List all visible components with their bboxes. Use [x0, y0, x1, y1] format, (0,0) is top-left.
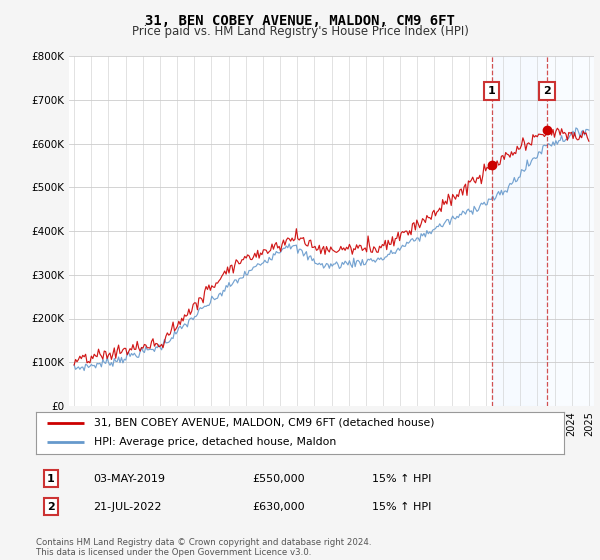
Bar — [491, 56, 547, 406]
Text: Contains HM Land Registry data © Crown copyright and database right 2024.
This d: Contains HM Land Registry data © Crown c… — [36, 538, 371, 557]
Text: 15% ↑ HPI: 15% ↑ HPI — [372, 474, 431, 484]
Text: 31, BEN COBEY AVENUE, MALDON, CM9 6FT: 31, BEN COBEY AVENUE, MALDON, CM9 6FT — [145, 14, 455, 28]
Text: 21-JUL-2022: 21-JUL-2022 — [93, 502, 161, 512]
Bar — [547, 56, 594, 406]
Text: 31, BEN COBEY AVENUE, MALDON, CM9 6FT (detached house): 31, BEN COBEY AVENUE, MALDON, CM9 6FT (d… — [94, 418, 434, 428]
Text: Price paid vs. HM Land Registry's House Price Index (HPI): Price paid vs. HM Land Registry's House … — [131, 25, 469, 38]
Text: 2: 2 — [47, 502, 55, 512]
Bar — [547, 56, 594, 406]
Text: £550,000: £550,000 — [252, 474, 305, 484]
Text: 1: 1 — [488, 86, 496, 96]
Text: HPI: Average price, detached house, Maldon: HPI: Average price, detached house, Mald… — [94, 437, 337, 447]
Text: 2: 2 — [543, 86, 551, 96]
Text: 1: 1 — [47, 474, 55, 484]
Text: 15% ↑ HPI: 15% ↑ HPI — [372, 502, 431, 512]
Text: 03-MAY-2019: 03-MAY-2019 — [93, 474, 165, 484]
Text: £630,000: £630,000 — [252, 502, 305, 512]
